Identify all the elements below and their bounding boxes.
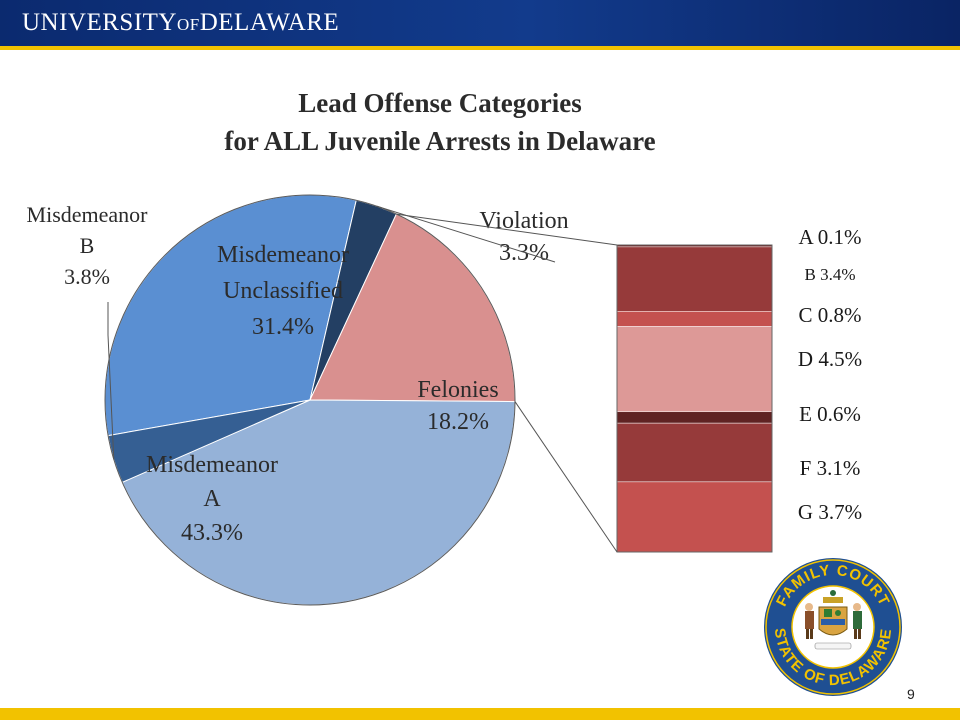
- breakdown-label-c: C 0.8%: [799, 303, 862, 327]
- page-number: 9: [907, 686, 915, 702]
- logo-text-end: DELAWARE: [199, 9, 340, 36]
- logo-text-main: UNIVERSITY: [22, 9, 177, 36]
- slice-value-label: 3.3%: [499, 240, 549, 266]
- slice-name-label: Misdemeanor: [217, 242, 349, 268]
- breakdown-segment-d: [616, 326, 773, 413]
- chart-title-line-1: Lead Offense Categories: [298, 88, 582, 118]
- connector-line-bottom: [514, 401, 618, 553]
- breakdown-label-a: A 0.1%: [799, 225, 862, 249]
- slice-name-label: Unclassified: [223, 278, 343, 304]
- slice-name-label: A: [203, 486, 221, 512]
- leader-line-misdemeanor-b: [107, 302, 115, 460]
- seal-outer-rim: [765, 559, 901, 695]
- slice-value-label: 31.4%: [252, 314, 314, 340]
- breakdown-segment-e: [616, 411, 773, 424]
- slice-value-label: 3.8%: [64, 264, 110, 289]
- breakdown-bar-outline: [616, 244, 773, 553]
- chart-title-line-2: for ALL Juvenile Arrests in Delaware: [224, 126, 656, 156]
- breakdown-segment-c: [616, 311, 773, 327]
- breakdown-segment-b: [616, 246, 773, 312]
- logo-text-of: OF: [177, 15, 200, 34]
- breakdown-label-b: B 3.4%: [805, 265, 856, 284]
- breakdown-label-g: G 3.7%: [798, 500, 862, 524]
- breakdown-segment-g: [616, 481, 773, 553]
- slice-name-label: B: [80, 233, 95, 258]
- breakdown-label-d: D 4.5%: [798, 347, 862, 371]
- breakdown-segment-f: [616, 422, 773, 483]
- slice-name-label: Violation: [479, 208, 568, 234]
- chart-title: Lead Offense Categories for ALL Juvenile…: [150, 84, 730, 160]
- slice-name-label: Felonies: [417, 377, 498, 403]
- family-court-seal: FAMILY COURT STATE OF DELAWARE: [764, 558, 902, 696]
- breakdown-label-e: E 0.6%: [799, 402, 861, 426]
- pie-outline: [104, 194, 516, 606]
- connector-line-top: [396, 213, 618, 246]
- breakdown-label-f: F 3.1%: [800, 456, 861, 480]
- slice-name-label: Misdemeanor: [27, 202, 149, 227]
- university-logo: UNIVERSITYOFDELAWARE: [22, 9, 339, 37]
- footer-stripe: [0, 708, 960, 720]
- header-stripe: [0, 46, 960, 50]
- slice-value-label: 43.3%: [181, 520, 243, 546]
- slice-value-label: 18.2%: [427, 409, 489, 435]
- seal-crest: [805, 590, 862, 650]
- header-bar: [0, 0, 960, 46]
- slice-name-label: Misdemeanor: [146, 452, 278, 478]
